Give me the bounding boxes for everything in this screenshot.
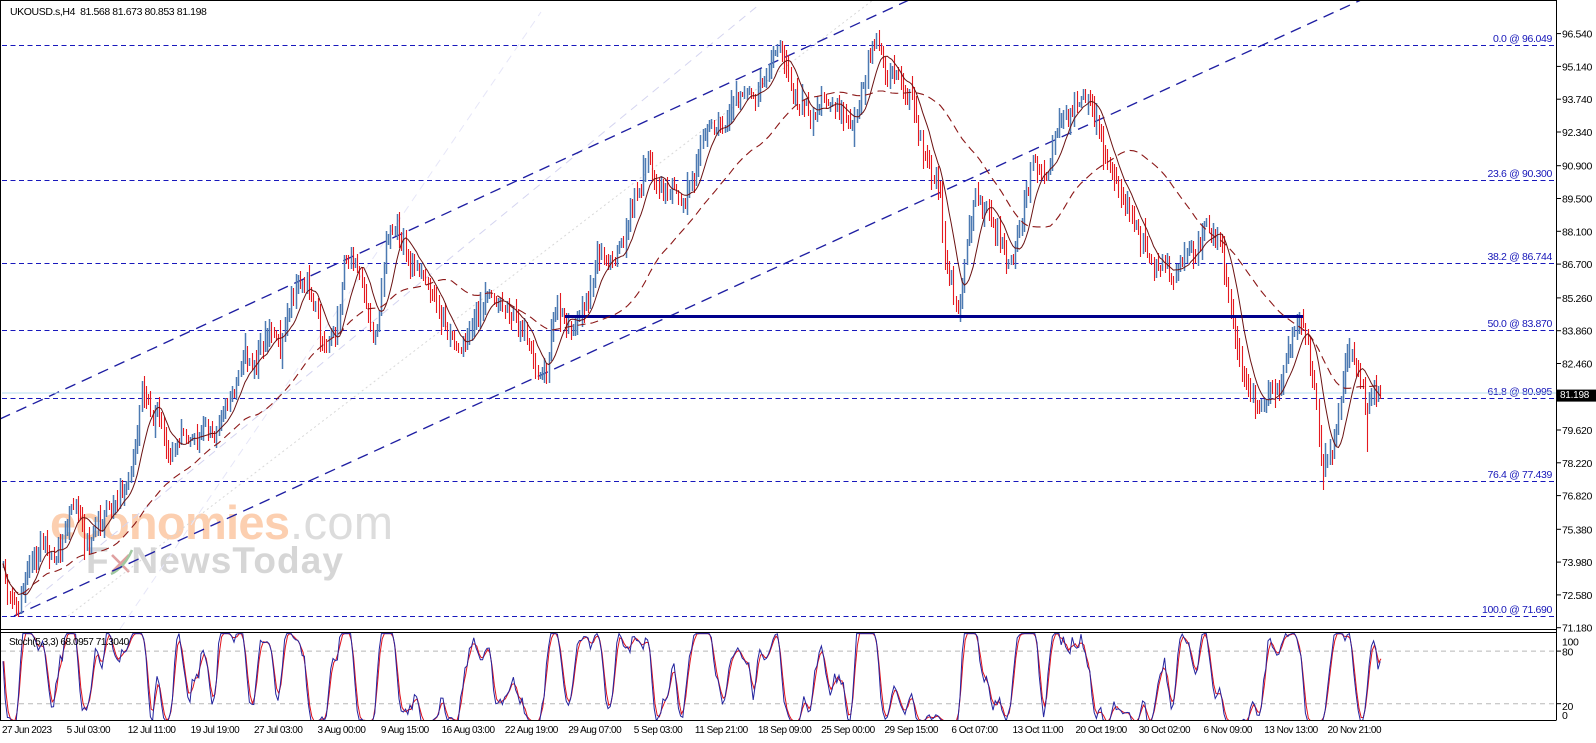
svg-text:11 Sep 21:00: 11 Sep 21:00 xyxy=(695,725,749,736)
svg-text:85.260: 85.260 xyxy=(1562,293,1593,305)
svg-text:.com: .com xyxy=(290,496,393,549)
svg-text:22 Aug 19:00: 22 Aug 19:00 xyxy=(505,725,559,736)
svg-text:93.740: 93.740 xyxy=(1562,94,1593,106)
svg-text:0.0 @ 96.049: 0.0 @ 96.049 xyxy=(1493,33,1553,45)
svg-text:71.180: 71.180 xyxy=(1562,623,1593,635)
svg-text:30 Oct 02:00: 30 Oct 02:00 xyxy=(1139,725,1191,736)
svg-text:73.980: 73.980 xyxy=(1562,557,1593,569)
svg-text:23.6 @ 90.300: 23.6 @ 90.300 xyxy=(1488,168,1553,180)
svg-text:95.140: 95.140 xyxy=(1562,61,1593,73)
svg-text:72.580: 72.580 xyxy=(1562,590,1593,602)
svg-text:61.8 @ 80.995: 61.8 @ 80.995 xyxy=(1488,386,1553,398)
svg-text:90.900: 90.900 xyxy=(1562,161,1593,173)
svg-text:20 Nov 21:00: 20 Nov 21:00 xyxy=(1328,725,1382,736)
svg-text:29 Sep 15:00: 29 Sep 15:00 xyxy=(884,725,938,736)
svg-text:FxNewsToday: FxNewsToday xyxy=(86,540,343,581)
svg-text:100.0 @ 71.690: 100.0 @ 71.690 xyxy=(1482,604,1552,616)
svg-text:16 Aug 03:00: 16 Aug 03:00 xyxy=(442,725,496,736)
svg-text:5 Jul 03:00: 5 Jul 03:00 xyxy=(67,725,111,736)
svg-text:80: 80 xyxy=(1562,647,1573,659)
svg-text:89.500: 89.500 xyxy=(1562,194,1593,206)
svg-text:5 Sep 03:00: 5 Sep 03:00 xyxy=(634,725,683,736)
svg-text:27 Jun 2023: 27 Jun 2023 xyxy=(2,725,52,736)
svg-text:79.620: 79.620 xyxy=(1562,425,1593,437)
svg-text:6 Oct 07:00: 6 Oct 07:00 xyxy=(951,725,998,736)
svg-text:86.700: 86.700 xyxy=(1562,259,1593,271)
svg-text:0: 0 xyxy=(1562,710,1568,722)
svg-text:25 Sep 00:00: 25 Sep 00:00 xyxy=(821,725,875,736)
svg-text:Stoch(5,3,3) 68.0957 71.3040: Stoch(5,3,3) 68.0957 71.3040 xyxy=(9,637,130,648)
svg-text:38.2 @ 86.744: 38.2 @ 86.744 xyxy=(1488,251,1553,263)
svg-text:88.100: 88.100 xyxy=(1562,226,1593,238)
svg-text:20: 20 xyxy=(1562,701,1573,713)
svg-text:76.820: 76.820 xyxy=(1562,491,1593,503)
svg-text:3 Aug 00:00: 3 Aug 00:00 xyxy=(318,725,367,736)
svg-text:13 Oct 11:00: 13 Oct 11:00 xyxy=(1013,725,1064,736)
svg-text:96.540: 96.540 xyxy=(1562,29,1593,41)
svg-text:83.860: 83.860 xyxy=(1562,326,1593,338)
svg-text:27 Jul 03:00: 27 Jul 03:00 xyxy=(254,725,303,736)
svg-text:75.380: 75.380 xyxy=(1562,524,1593,536)
svg-text:78.220: 78.220 xyxy=(1562,458,1593,470)
svg-text:50.0 @ 83.870: 50.0 @ 83.870 xyxy=(1488,318,1553,330)
svg-text:100: 100 xyxy=(1562,637,1579,649)
svg-text:19 Jul 19:00: 19 Jul 19:00 xyxy=(191,725,240,736)
svg-text:6 Nov 09:00: 6 Nov 09:00 xyxy=(1203,725,1252,736)
svg-text:13 Nov 13:00: 13 Nov 13:00 xyxy=(1264,725,1318,736)
svg-text:29 Aug 07:00: 29 Aug 07:00 xyxy=(568,725,622,736)
svg-text:76.4 @ 77.439: 76.4 @ 77.439 xyxy=(1488,469,1553,481)
svg-text:9 Aug 15:00: 9 Aug 15:00 xyxy=(381,725,430,736)
svg-text:20 Oct 19:00: 20 Oct 19:00 xyxy=(1075,725,1127,736)
svg-text:18 Sep 09:00: 18 Sep 09:00 xyxy=(758,725,812,736)
svg-text:92.340: 92.340 xyxy=(1562,127,1593,139)
svg-text:12 Jul 11:00: 12 Jul 11:00 xyxy=(128,725,177,736)
svg-text:82.460: 82.460 xyxy=(1562,359,1593,371)
svg-text:UKOUSD.s,H4 81.568 81.673 80.: UKOUSD.s,H4 81.568 81.673 80.853 81.198 xyxy=(10,6,207,18)
